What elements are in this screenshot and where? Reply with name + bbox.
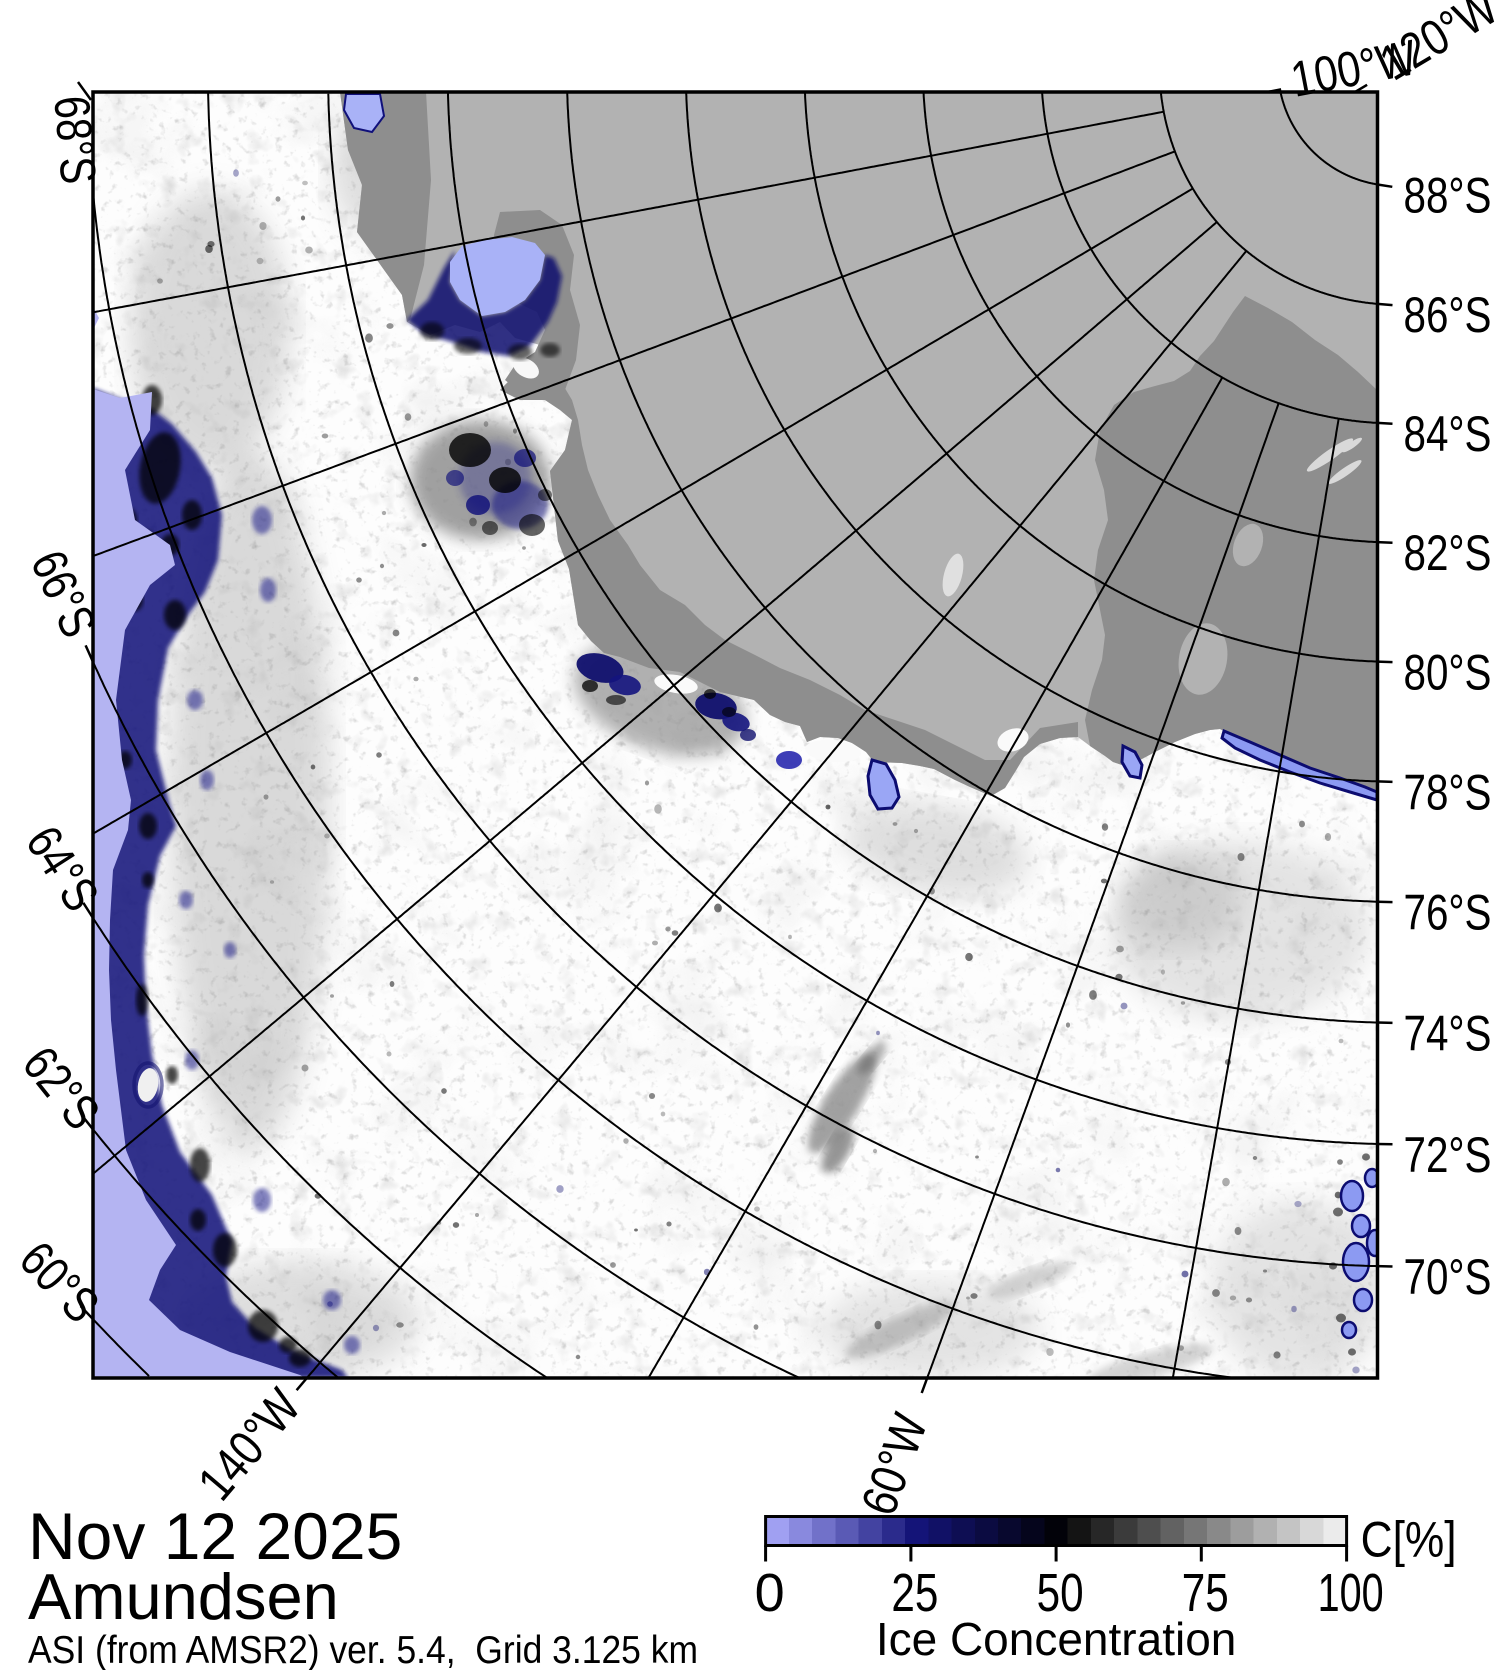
- svg-text:0: 0: [755, 1563, 785, 1623]
- svg-text:Amundsen: Amundsen: [28, 1560, 339, 1633]
- svg-text:80°S: 80°S: [1404, 645, 1492, 701]
- svg-text:72°S: 72°S: [1404, 1127, 1492, 1183]
- svg-text:50: 50: [1037, 1563, 1084, 1623]
- svg-text:Nov 12 2025: Nov 12 2025: [28, 1499, 402, 1573]
- svg-text:76°S: 76°S: [1404, 885, 1492, 941]
- svg-text:75: 75: [1182, 1563, 1229, 1623]
- svg-text:C[%]: C[%]: [1361, 1512, 1457, 1568]
- svg-text:88°S: 88°S: [1404, 168, 1492, 224]
- svg-text:100: 100: [1318, 1563, 1384, 1623]
- svg-text:82°S: 82°S: [1404, 525, 1492, 581]
- svg-text:68°S: 68°S: [43, 94, 106, 187]
- svg-text:ASI (from AMSR2) ver. 5.4, Gr: ASI (from AMSR2) ver. 5.4, Grid 3.125 km: [28, 1629, 698, 1670]
- svg-text:Ice Concentration: Ice Concentration: [876, 1613, 1237, 1665]
- svg-text:86°S: 86°S: [1404, 287, 1492, 343]
- svg-text:78°S: 78°S: [1404, 764, 1492, 820]
- svg-text:25: 25: [891, 1563, 938, 1623]
- svg-text:74°S: 74°S: [1404, 1006, 1492, 1062]
- svg-text:70°S: 70°S: [1404, 1249, 1492, 1305]
- svg-text:84°S: 84°S: [1404, 406, 1492, 462]
